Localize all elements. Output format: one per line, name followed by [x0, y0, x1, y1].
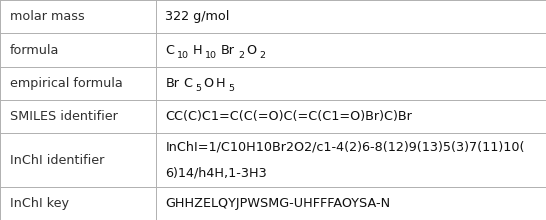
Text: 10: 10 [177, 51, 189, 60]
Text: SMILES identifier: SMILES identifier [10, 110, 118, 123]
Text: 2: 2 [239, 51, 245, 60]
Text: H: H [193, 44, 202, 57]
Text: CC(C)C1=C(C(=O)C(=C(C1=O)Br)C)Br: CC(C)C1=C(C(=O)C(=C(C1=O)Br)C)Br [165, 110, 412, 123]
Text: H: H [216, 77, 225, 90]
Text: C: C [183, 77, 193, 90]
Text: 2: 2 [259, 51, 265, 60]
Text: empirical formula: empirical formula [10, 77, 123, 90]
Text: InChI=1/C10H10Br2O2/c1-4(2)6-8(12)9(13)5(3)7(11)10(: InChI=1/C10H10Br2O2/c1-4(2)6-8(12)9(13)5… [165, 141, 525, 154]
Text: C: C [165, 44, 174, 57]
Text: Br: Br [165, 77, 180, 90]
Text: InChI key: InChI key [10, 197, 69, 210]
Text: 5: 5 [195, 84, 201, 93]
Text: O: O [246, 44, 257, 57]
Text: 322 g/mol: 322 g/mol [165, 10, 230, 23]
Text: GHHZELQYJPWSMG-UHFFFAOYSA-N: GHHZELQYJPWSMG-UHFFFAOYSA-N [165, 197, 390, 210]
Text: 5: 5 [228, 84, 234, 93]
Text: O: O [203, 77, 213, 90]
Text: 10: 10 [205, 51, 217, 60]
Text: formula: formula [10, 44, 59, 57]
Text: 6)14/h4H,1-3H3: 6)14/h4H,1-3H3 [165, 166, 267, 179]
Text: molar mass: molar mass [10, 10, 85, 23]
Text: InChI identifier: InChI identifier [10, 154, 104, 167]
Text: Br: Br [221, 44, 234, 57]
